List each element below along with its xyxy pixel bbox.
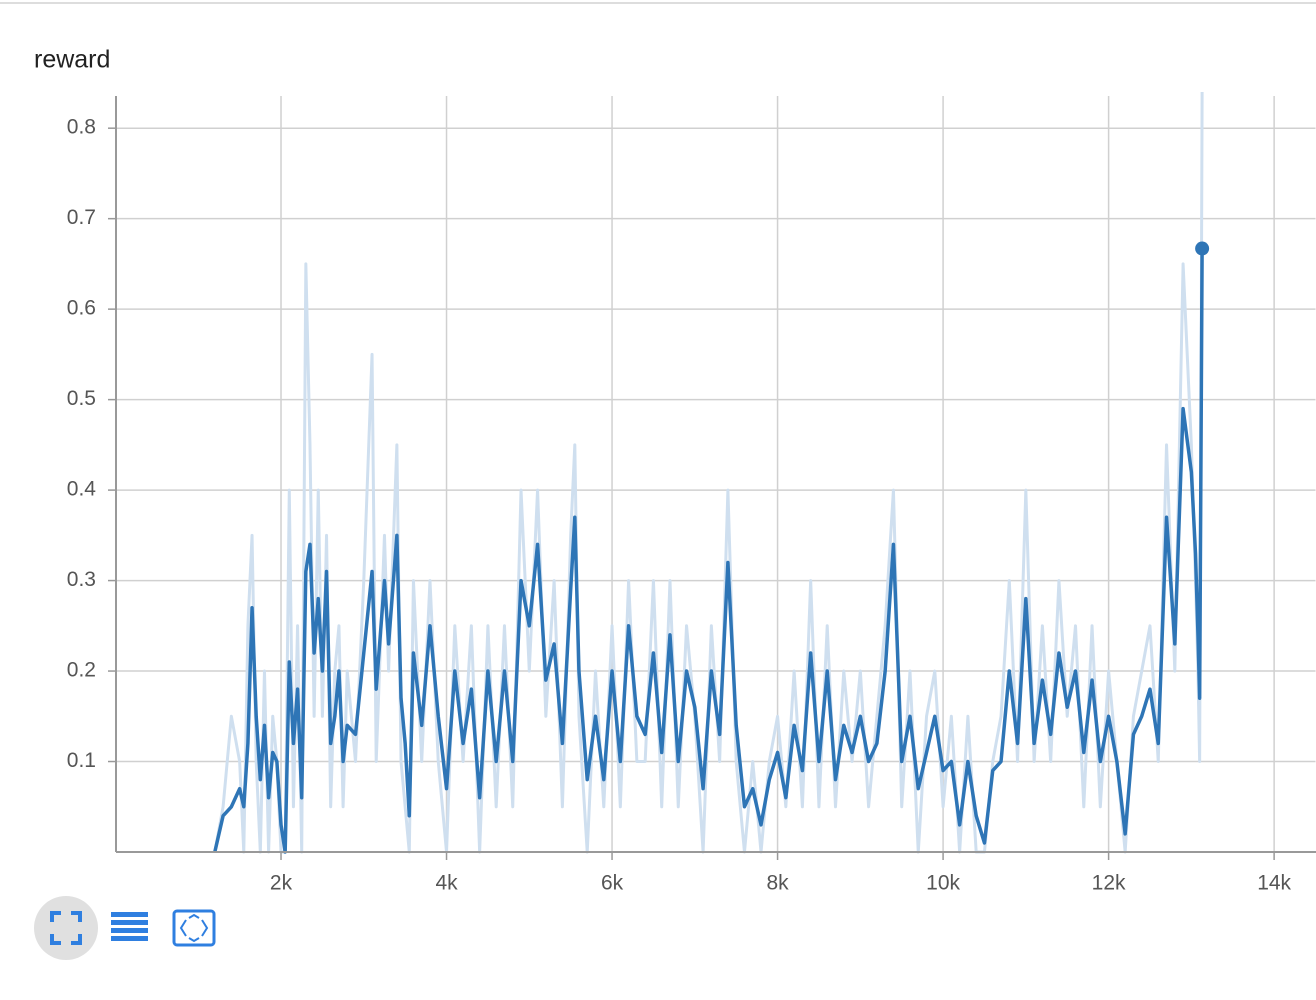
y-tick-label: 0.2 — [67, 659, 96, 682]
icon-bar — [111, 920, 148, 925]
icon-arrows — [179, 913, 209, 943]
raw-line — [213, 91, 1204, 854]
x-tick-label: 4k — [435, 872, 458, 895]
last-point — [1195, 241, 1210, 256]
x-tick-label: 6k — [601, 872, 624, 895]
x-tick-label: 2k — [270, 872, 293, 895]
x-tick-label: 8k — [766, 872, 789, 895]
x-tick-label: 10k — [926, 872, 960, 895]
fit-domain-button[interactable] — [172, 909, 216, 947]
icon-bar — [111, 936, 148, 941]
y-tick-label: 0.5 — [67, 387, 96, 410]
icon-bar — [111, 928, 148, 933]
fullscreen-icon — [50, 911, 82, 945]
lines — [213, 91, 1210, 854]
y-tick-label: 0.6 — [67, 297, 96, 320]
toolbar — [34, 896, 216, 960]
chart-title: reward — [34, 46, 110, 74]
y-tick-label: 0.1 — [67, 749, 96, 772]
y-tick-label: 0.8 — [67, 116, 96, 139]
y-tick-label: 0.7 — [67, 206, 96, 229]
icon-bar — [111, 912, 148, 917]
x-tick-label: 14k — [1257, 872, 1291, 895]
icon-frame — [172, 909, 216, 947]
y-tick-label: 0.4 — [67, 478, 97, 501]
smoothed-line — [213, 248, 1204, 854]
log-scale-button[interactable] — [111, 912, 148, 941]
x-tick-label: 12k — [1092, 872, 1126, 895]
y-tick-label: 0.3 — [67, 568, 96, 591]
fullscreen-button[interactable] — [34, 896, 98, 960]
